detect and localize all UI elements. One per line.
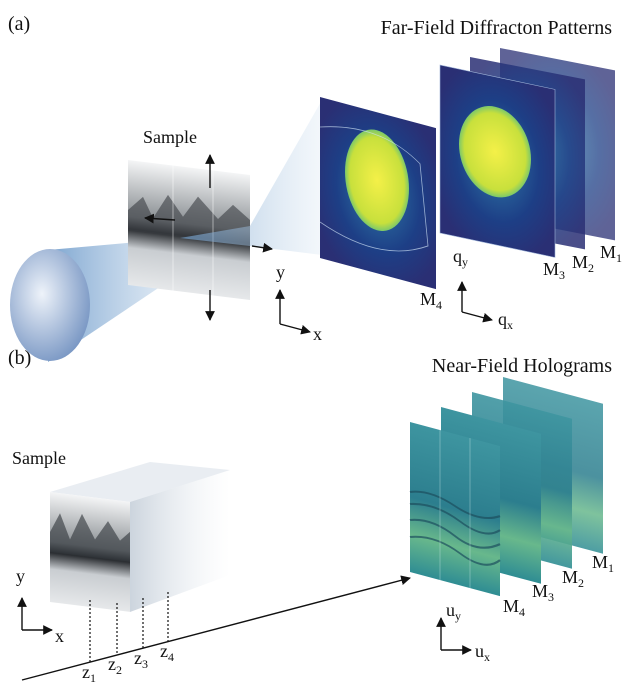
- pattern-label: M3: [543, 259, 565, 282]
- label-sub: 4: [436, 298, 442, 312]
- label-base: u: [446, 600, 455, 620]
- label-base: q: [498, 309, 507, 329]
- label-base: u: [475, 641, 484, 661]
- label-sub: 3: [142, 657, 148, 671]
- distance-label: z4: [160, 641, 174, 664]
- axes: [280, 282, 492, 332]
- label-base: z: [160, 641, 168, 661]
- label-base: M: [600, 242, 616, 262]
- hologram-plane: [410, 422, 500, 596]
- pattern-label: M2: [572, 252, 594, 275]
- label-base: M: [532, 581, 548, 601]
- lens: [10, 249, 90, 361]
- pattern-label: M1: [600, 242, 622, 265]
- hologram-label: M1: [592, 552, 614, 575]
- axis-label: x: [313, 324, 322, 344]
- axis-label: qx: [498, 309, 513, 332]
- label-sub: 1: [608, 561, 614, 575]
- label-sub: 1: [616, 251, 622, 265]
- label-base: q: [453, 246, 462, 266]
- label-sub: 2: [578, 576, 584, 590]
- hologram-label: M3: [532, 581, 554, 604]
- axis-label: y: [276, 262, 285, 282]
- pattern-plane: [320, 97, 436, 289]
- label-base: M: [420, 289, 436, 309]
- label-sub: x: [507, 318, 513, 332]
- axis-label: y: [16, 566, 25, 586]
- axis-label: qy: [453, 246, 468, 269]
- label-sub: 3: [548, 590, 554, 604]
- label-sub: x: [484, 650, 490, 664]
- axis-label: ux: [475, 641, 490, 664]
- distance-label: z3: [134, 648, 148, 671]
- label-sub: y: [455, 609, 461, 623]
- label-sub: 1: [90, 671, 96, 684]
- label-sub: 2: [588, 261, 594, 275]
- label-sub: 2: [116, 663, 122, 677]
- distance-label: z2: [108, 654, 122, 677]
- axis-label: x: [55, 626, 64, 646]
- pattern-label: M4: [420, 289, 442, 312]
- pattern-plane: [440, 65, 555, 257]
- hologram-label: M4: [503, 596, 525, 619]
- hologram-label: M2: [562, 567, 584, 590]
- figure: (a) Far-Field Diffracton Patterns Sample…: [0, 0, 626, 684]
- label-sub: y: [462, 255, 468, 269]
- panel-label: (b): [8, 347, 31, 369]
- label-base: M: [503, 596, 519, 616]
- distance-label: z1: [82, 662, 96, 684]
- label-base: z: [134, 648, 142, 668]
- panel-title: Near-Field Holograms: [432, 355, 612, 377]
- sample-volume: [50, 462, 230, 612]
- panel-label: (a): [8, 13, 30, 35]
- label-base: M: [572, 252, 588, 272]
- sample-label: Sample: [12, 448, 66, 468]
- label-base: M: [592, 552, 608, 572]
- label-base: z: [108, 654, 116, 674]
- axis-label: uy: [446, 600, 461, 623]
- sample-label: Sample: [143, 127, 197, 147]
- label-sub: 4: [519, 605, 525, 619]
- label-sub: 4: [168, 650, 174, 664]
- label-base: M: [562, 567, 578, 587]
- label-base: M: [543, 259, 559, 279]
- label-base: z: [82, 662, 90, 682]
- panel-title: Far-Field Diffracton Patterns: [381, 17, 613, 39]
- label-sub: 3: [559, 268, 565, 282]
